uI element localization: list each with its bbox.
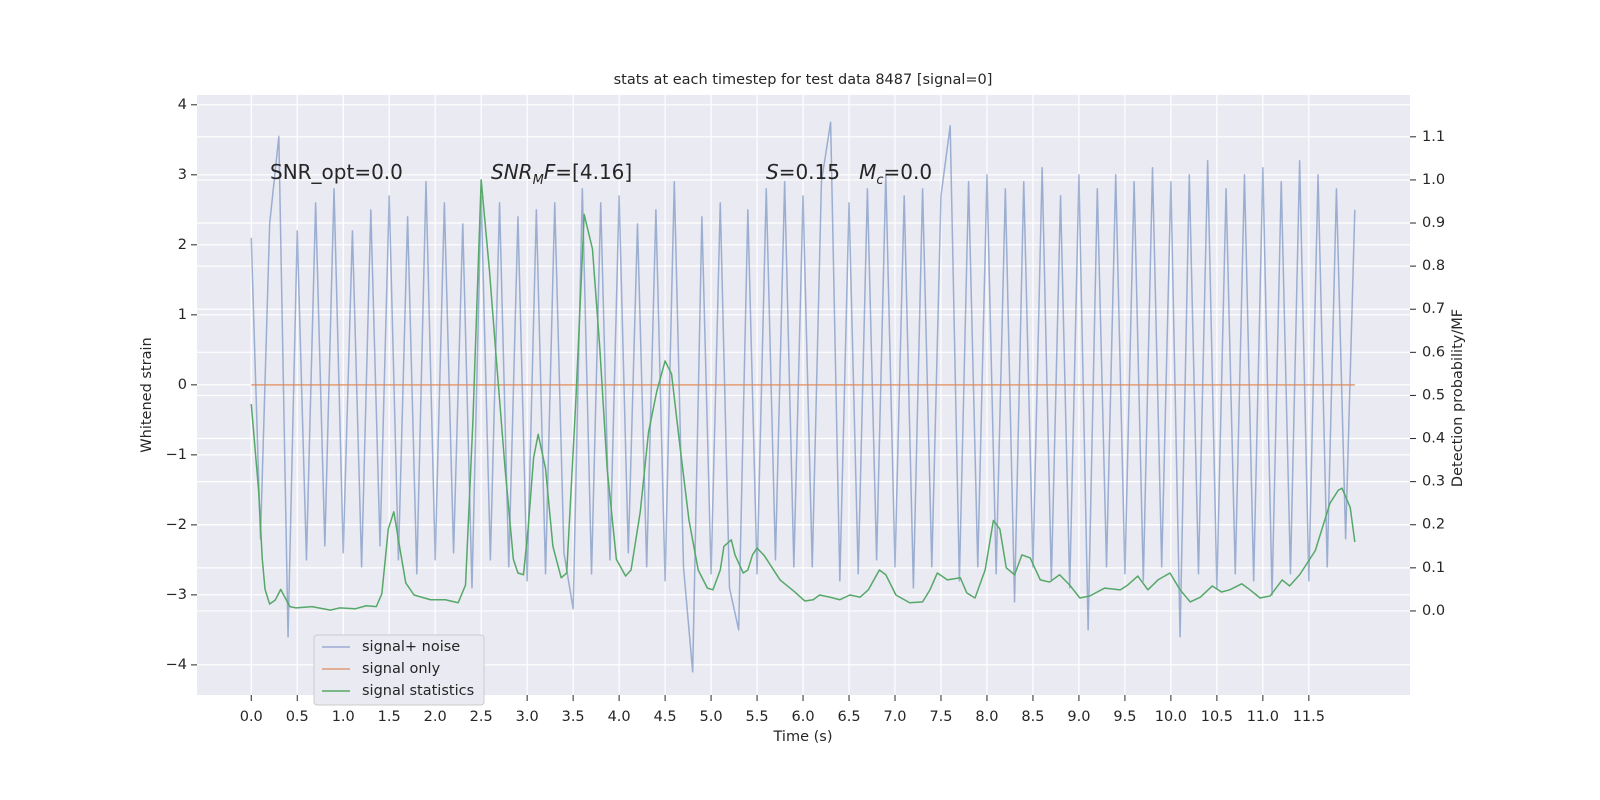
x-tick-label: 11.0 [1247, 709, 1279, 725]
y2-tick-label: 0.2 [1422, 517, 1445, 533]
annotation-part: F [544, 160, 556, 184]
annotation-part: M [533, 173, 544, 188]
y-tick-label: 3 [178, 167, 187, 183]
annotation-part: =[4.16] [555, 160, 632, 184]
x-tick-label: 3.5 [562, 709, 585, 725]
x-tick-label: 5.5 [746, 709, 769, 725]
y2-tick-label: 1.0 [1422, 172, 1445, 188]
y2-tick-label: 0.8 [1422, 258, 1445, 274]
annotation-part: =0.15 [779, 160, 859, 184]
y2-tick-label: 0.6 [1422, 344, 1445, 360]
x-tick-label: 9.5 [1113, 709, 1136, 725]
x-tick-label: 8.5 [1021, 709, 1044, 725]
annotation: S=0.15 Mc=0.0 [766, 160, 932, 189]
y-tick-label: 4 [178, 97, 187, 113]
legend-label: signal+ noise [362, 639, 460, 655]
y-tick-label: −1 [166, 447, 187, 463]
y-tick-label: −3 [166, 587, 187, 603]
x-tick-label: 7.5 [929, 709, 952, 725]
x-tick-label: 2.5 [470, 709, 493, 725]
x-axis-label: Time (s) [773, 729, 833, 745]
series-line [250, 121, 1356, 673]
x-tick-label: 4.0 [608, 709, 631, 725]
x-tick-label: 3.0 [516, 709, 539, 725]
x-tick-label: 0.0 [240, 709, 263, 725]
x-tick-label: 0.5 [286, 709, 309, 725]
series-line [250, 179, 1356, 611]
annotation-part: =0.0 [884, 160, 933, 184]
x-tick-label: 1.5 [378, 709, 401, 725]
y-axis-label: Whitened strain [139, 337, 155, 452]
x-tick-label: 5.0 [700, 709, 723, 725]
y-tick-label: −2 [166, 517, 187, 533]
x-tick-label: 1.0 [332, 709, 355, 725]
legend-box [313, 634, 485, 706]
y2-tick-label: 0.0 [1422, 603, 1445, 619]
x-tick-label: 10.0 [1155, 709, 1187, 725]
annotation: SNRMF=[4.16] [491, 160, 632, 189]
y-tick-label: 0 [178, 377, 187, 393]
x-tick-label: 11.5 [1293, 709, 1325, 725]
series [250, 121, 1356, 673]
x-tick-label: 4.5 [654, 709, 677, 725]
y2-tick-label: 0.9 [1422, 215, 1445, 231]
x-tick-label: 9.0 [1067, 709, 1090, 725]
y2-tick-label: 0.1 [1422, 560, 1445, 576]
y-tick-label: 2 [178, 237, 187, 253]
legend-label: signal only [362, 661, 441, 677]
axes: 0.0 0.5 1.0 1.5 2.0 2.5 3.0 3.5 4.0 4.5 5.0 5.5 6.0 6… [166, 97, 1445, 725]
y-tick-label: −4 [166, 657, 187, 673]
annotation-part: SNR_opt=0.0 [270, 160, 403, 184]
y-tick-label: 1 [178, 307, 187, 323]
y2-tick-label: 0.3 [1422, 474, 1445, 490]
y2-tick-label: 0.5 [1422, 387, 1445, 403]
chart-title: stats at each timestep for test data 848… [614, 72, 993, 88]
legend-label: signal statistics [362, 683, 474, 699]
y2-tick-label: 1.1 [1422, 129, 1445, 145]
x-tick-label: 7.0 [883, 709, 906, 725]
x-tick-label: 6.0 [792, 709, 815, 725]
annotation-part: M [859, 160, 876, 184]
x-tick-label: 10.5 [1201, 709, 1233, 725]
annotation-part: S [766, 160, 779, 184]
y2-tick-label: 0.4 [1422, 431, 1445, 447]
x-tick-label: 6.5 [837, 709, 860, 725]
annotation-part: c [876, 173, 883, 188]
annotation-part: SNR [491, 160, 533, 184]
y2-axis-label: Detection probability/MF [1450, 309, 1466, 487]
x-tick-label: 2.0 [424, 709, 447, 725]
legend: signal+ noise signal only signal statistic… [313, 634, 485, 706]
y2-tick-label: 0.7 [1422, 301, 1445, 317]
annotation: SNR_opt=0.0 [270, 160, 403, 184]
x-tick-label: 8.0 [975, 709, 998, 725]
